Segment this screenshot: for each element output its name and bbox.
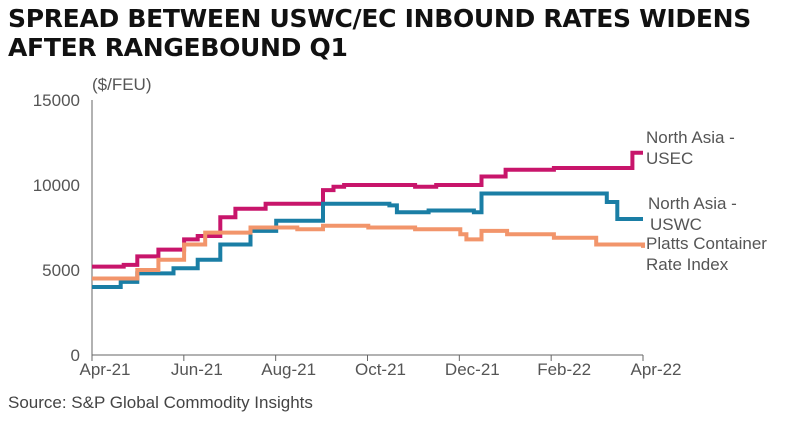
series-lines	[92, 150, 645, 289]
series-line	[92, 191, 643, 289]
chart-title: SPREAD BETWEEN USWC/EC INBOUND RATES WID…	[8, 4, 751, 62]
x-tick-label: Jun-21	[171, 360, 223, 379]
x-tick-label: Oct-21	[355, 360, 406, 379]
y-tick-label: 0	[71, 346, 80, 365]
x-tick-label: Dec-21	[445, 360, 500, 379]
source-note: Source: S&P Global Commodity Insights	[8, 393, 313, 412]
series-line	[92, 150, 643, 269]
x-tick-label: Feb-22	[537, 360, 591, 379]
legend-label: North Asia -USEC	[646, 128, 735, 168]
y-tick-label: 15000	[33, 91, 80, 110]
x-axis-ticks: Apr-21 Jun-21 Aug-21 Oct-21 Dec-21 Feb-22 Apr-…	[79, 355, 682, 379]
y-tick-label: 5000	[42, 261, 80, 280]
y-axis-label: ($/FEU)	[92, 75, 152, 94]
series-line	[92, 223, 645, 281]
x-tick-label: Aug-21	[261, 360, 316, 379]
x-tick-label: Apr-21	[79, 360, 130, 379]
legend-label: North Asia -USWC	[648, 194, 737, 234]
legend-label: Platts Container Rate Index	[646, 234, 767, 274]
x-tick-label: Apr-22	[630, 360, 681, 379]
y-axis-ticks: 15000 10000 5000 0	[33, 91, 80, 365]
y-tick-label: 10000	[33, 176, 80, 195]
